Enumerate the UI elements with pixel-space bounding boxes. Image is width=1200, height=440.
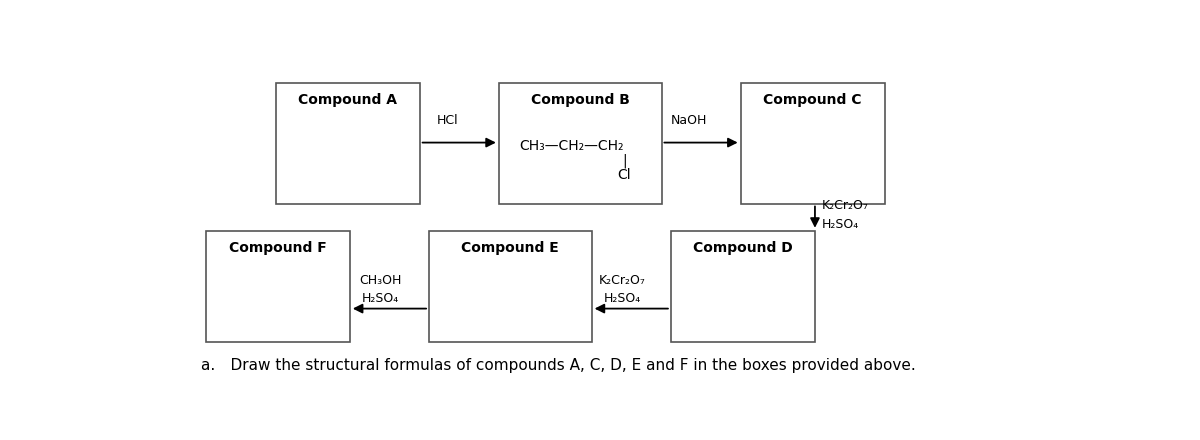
Text: NaOH: NaOH	[671, 114, 708, 127]
Text: |: |	[622, 154, 626, 169]
Text: H₂SO₄: H₂SO₄	[822, 218, 859, 231]
Text: Compound C: Compound C	[763, 93, 862, 107]
Bar	[671, 231, 815, 342]
Text: K₂Cr₂O₇: K₂Cr₂O₇	[822, 199, 869, 212]
Bar	[206, 231, 350, 342]
Bar	[276, 83, 420, 204]
Bar	[499, 83, 661, 204]
Text: Compound D: Compound D	[694, 241, 793, 255]
Text: K₂Cr₂O₇: K₂Cr₂O₇	[599, 274, 646, 286]
Bar	[430, 231, 592, 342]
Text: HCl: HCl	[437, 114, 458, 127]
Text: H₂SO₄: H₂SO₄	[362, 292, 400, 305]
Text: Compound B: Compound B	[530, 93, 630, 107]
Text: CH₃—CH₂—CH₂: CH₃—CH₂—CH₂	[520, 139, 624, 153]
Text: Cl: Cl	[618, 168, 631, 182]
Text: Compound A: Compound A	[298, 93, 397, 107]
Text: Compound F: Compound F	[229, 241, 326, 255]
Text: H₂SO₄: H₂SO₄	[604, 292, 641, 305]
Text: Compound E: Compound E	[462, 241, 559, 255]
Text: a. Draw the structural formulas of compounds A, C, D, E and F in the boxes provi: a. Draw the structural formulas of compo…	[202, 358, 916, 373]
Text: CH₃OH: CH₃OH	[360, 274, 402, 286]
Bar	[740, 83, 884, 204]
